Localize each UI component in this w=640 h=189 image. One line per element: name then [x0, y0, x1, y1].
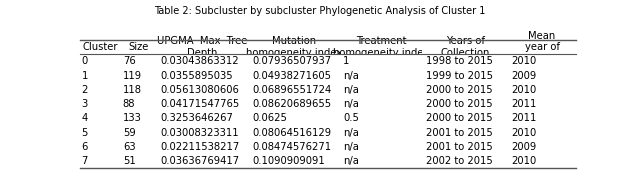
- Text: Table 2: Subcluster by subcluster Phylogenetic Analysis of Cluster 1: Table 2: Subcluster by subcluster Phylog…: [154, 6, 486, 16]
